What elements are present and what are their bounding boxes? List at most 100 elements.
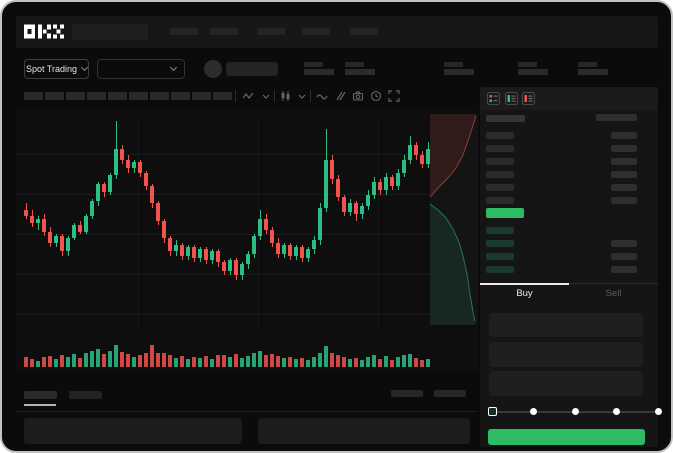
candle-body	[198, 249, 202, 258]
compare-icon[interactable]	[334, 90, 346, 102]
nav-item-skeleton[interactable]	[210, 28, 238, 35]
candlestick-type-icon[interactable]	[280, 90, 292, 102]
ask-price-skeleton	[486, 171, 514, 178]
orderbook-bid-row[interactable]	[480, 263, 658, 276]
orderbook-bid-row[interactable]	[480, 237, 658, 250]
volume-bar	[348, 359, 352, 367]
volume-bar	[324, 346, 328, 367]
orderbook-ask-row[interactable]	[480, 194, 658, 207]
slider-stop-dot[interactable]	[571, 408, 579, 415]
candle-body	[54, 236, 58, 243]
candle-body	[60, 236, 64, 252]
candle-body	[294, 246, 298, 256]
price-input[interactable]	[489, 313, 643, 337]
slider-stop-dot[interactable]	[613, 408, 620, 415]
ask-price-skeleton	[486, 158, 514, 165]
candle-body	[420, 155, 424, 165]
timeframe-button-skeleton[interactable]	[24, 92, 43, 100]
chevron-down-icon[interactable]	[260, 90, 272, 102]
volume-bar	[228, 357, 232, 367]
bid-price-skeleton	[486, 253, 514, 260]
timeframe-button-skeleton[interactable]	[150, 92, 169, 100]
inactive-tab-border	[569, 283, 658, 284]
candle-body	[240, 264, 244, 276]
pair-selector-dropdown[interactable]	[97, 59, 185, 79]
candle-body	[102, 183, 106, 193]
fullscreen-icon[interactable]	[388, 90, 400, 102]
timeframe-button-skeleton[interactable]	[129, 92, 148, 100]
nav-item-skeleton[interactable]	[302, 28, 330, 35]
bottom-action-skeleton[interactable]	[391, 390, 423, 397]
bid-amount-skeleton	[611, 240, 637, 247]
market-type-selector[interactable]: Spot Trading	[24, 59, 89, 79]
slider-stop-dot[interactable]	[530, 408, 537, 415]
timeframe-button-skeleton[interactable]	[213, 92, 232, 100]
orderbook-bid-row[interactable]	[480, 250, 658, 263]
candle-body	[348, 203, 352, 213]
candle-body	[174, 244, 178, 252]
bottom-tab-skeleton[interactable]	[69, 391, 102, 399]
timeframe-button-skeleton[interactable]	[66, 92, 85, 100]
volume-bar	[360, 359, 364, 367]
last-price-badge[interactable]	[486, 208, 524, 218]
slider-handle[interactable]	[488, 407, 497, 416]
tab-sell[interactable]: Sell	[569, 283, 658, 303]
volume-bar	[366, 357, 370, 367]
combined-book-icon[interactable]	[487, 92, 500, 105]
orderbook-ask-row[interactable]	[480, 155, 658, 168]
candle-body	[204, 249, 208, 261]
gridline	[16, 314, 430, 315]
ask-price-skeleton	[486, 132, 514, 139]
toolbar-divider	[235, 90, 236, 102]
tab-buy[interactable]: Buy	[480, 283, 569, 303]
buy-submit-button[interactable]	[488, 429, 645, 445]
asks-only-icon[interactable]	[522, 92, 535, 105]
orderbook-ask-row[interactable]	[480, 181, 658, 194]
gridline	[16, 154, 430, 155]
history-clock-icon[interactable]	[370, 90, 382, 102]
nav-item-skeleton[interactable]	[257, 28, 285, 35]
candle-body	[186, 246, 190, 256]
candle-body	[288, 244, 292, 256]
candle-body	[114, 148, 118, 176]
orderbook-ask-row[interactable]	[480, 168, 658, 181]
bottom-tab-active-skeleton[interactable]	[24, 391, 57, 399]
candle-body	[378, 181, 382, 191]
orderbook-bid-row[interactable]	[480, 224, 658, 237]
nav-item-skeleton[interactable]	[350, 28, 378, 35]
candle-body	[72, 225, 76, 239]
header-search-skeleton[interactable]	[72, 24, 148, 40]
candle-body	[222, 262, 226, 271]
volume-bar	[54, 359, 58, 367]
candlestick-chart[interactable]	[16, 110, 478, 372]
orderbook-ask-row[interactable]	[480, 129, 658, 142]
timeframe-button-skeleton[interactable]	[192, 92, 211, 100]
volume-bar	[84, 353, 88, 367]
candle-body	[276, 242, 280, 254]
bids-only-icon[interactable]	[505, 92, 518, 105]
camera-icon[interactable]	[352, 90, 364, 102]
timeframe-button-skeleton[interactable]	[108, 92, 127, 100]
gridline	[16, 194, 430, 195]
timeframe-button-skeleton[interactable]	[171, 92, 190, 100]
orderbook-ask-row[interactable]	[480, 142, 658, 155]
indicator-zigzag-icon[interactable]	[242, 90, 254, 102]
volume-bar	[186, 359, 190, 367]
slider-stop-dot[interactable]	[654, 408, 662, 415]
total-input[interactable]	[489, 371, 643, 396]
nav-item-skeleton[interactable]	[170, 28, 198, 35]
timeframe-button-skeleton[interactable]	[87, 92, 106, 100]
volume-bar	[390, 359, 394, 367]
amount-input[interactable]	[489, 342, 643, 367]
line-overlay-icon[interactable]	[316, 90, 328, 102]
timeframe-button-skeleton[interactable]	[45, 92, 64, 100]
candle-body	[66, 238, 70, 252]
candle-body	[300, 246, 304, 258]
tab-sell-label: Sell	[605, 287, 622, 299]
amount-slider[interactable]	[488, 407, 662, 416]
bottom-action-skeleton[interactable]	[434, 390, 466, 397]
volume-bar	[30, 358, 34, 367]
ticker-stat-value-skeleton	[518, 69, 548, 75]
chevron-down-icon[interactable]	[296, 90, 308, 102]
candle-body	[96, 183, 100, 202]
